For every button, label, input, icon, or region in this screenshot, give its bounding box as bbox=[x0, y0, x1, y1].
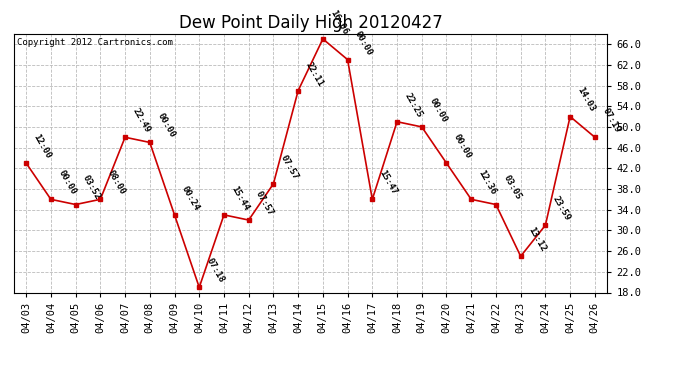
Text: 00:00: 00:00 bbox=[155, 112, 177, 140]
Text: Copyright 2012 Cartronics.com: Copyright 2012 Cartronics.com bbox=[17, 38, 172, 46]
Text: 22:11: 22:11 bbox=[304, 60, 325, 88]
Text: 07:57: 07:57 bbox=[254, 189, 275, 217]
Title: Dew Point Daily High 20120427: Dew Point Daily High 20120427 bbox=[179, 14, 442, 32]
Text: 03:05: 03:05 bbox=[502, 174, 523, 202]
Text: 03:52: 03:52 bbox=[81, 174, 102, 202]
Text: 15:44: 15:44 bbox=[230, 184, 250, 212]
Text: 07:18: 07:18 bbox=[205, 257, 226, 285]
Text: 00:24: 00:24 bbox=[180, 184, 201, 212]
Text: 13:12: 13:12 bbox=[526, 226, 547, 254]
Text: 00:00: 00:00 bbox=[427, 96, 449, 124]
Text: 16:06: 16:06 bbox=[328, 8, 350, 36]
Text: 12:00: 12:00 bbox=[32, 133, 53, 160]
Text: 22:49: 22:49 bbox=[130, 107, 152, 135]
Text: 15:47: 15:47 bbox=[378, 169, 399, 196]
Text: 12:36: 12:36 bbox=[477, 169, 498, 196]
Text: 07:57: 07:57 bbox=[279, 153, 300, 181]
Text: 00:00: 00:00 bbox=[57, 169, 78, 196]
Text: 00:00: 00:00 bbox=[353, 29, 375, 57]
Text: 00:00: 00:00 bbox=[452, 133, 473, 160]
Text: 23:59: 23:59 bbox=[551, 195, 572, 222]
Text: 22:25: 22:25 bbox=[402, 91, 424, 119]
Text: 07:19: 07:19 bbox=[600, 107, 622, 135]
Text: 14:03: 14:03 bbox=[575, 86, 597, 114]
Text: 08:00: 08:00 bbox=[106, 169, 127, 196]
